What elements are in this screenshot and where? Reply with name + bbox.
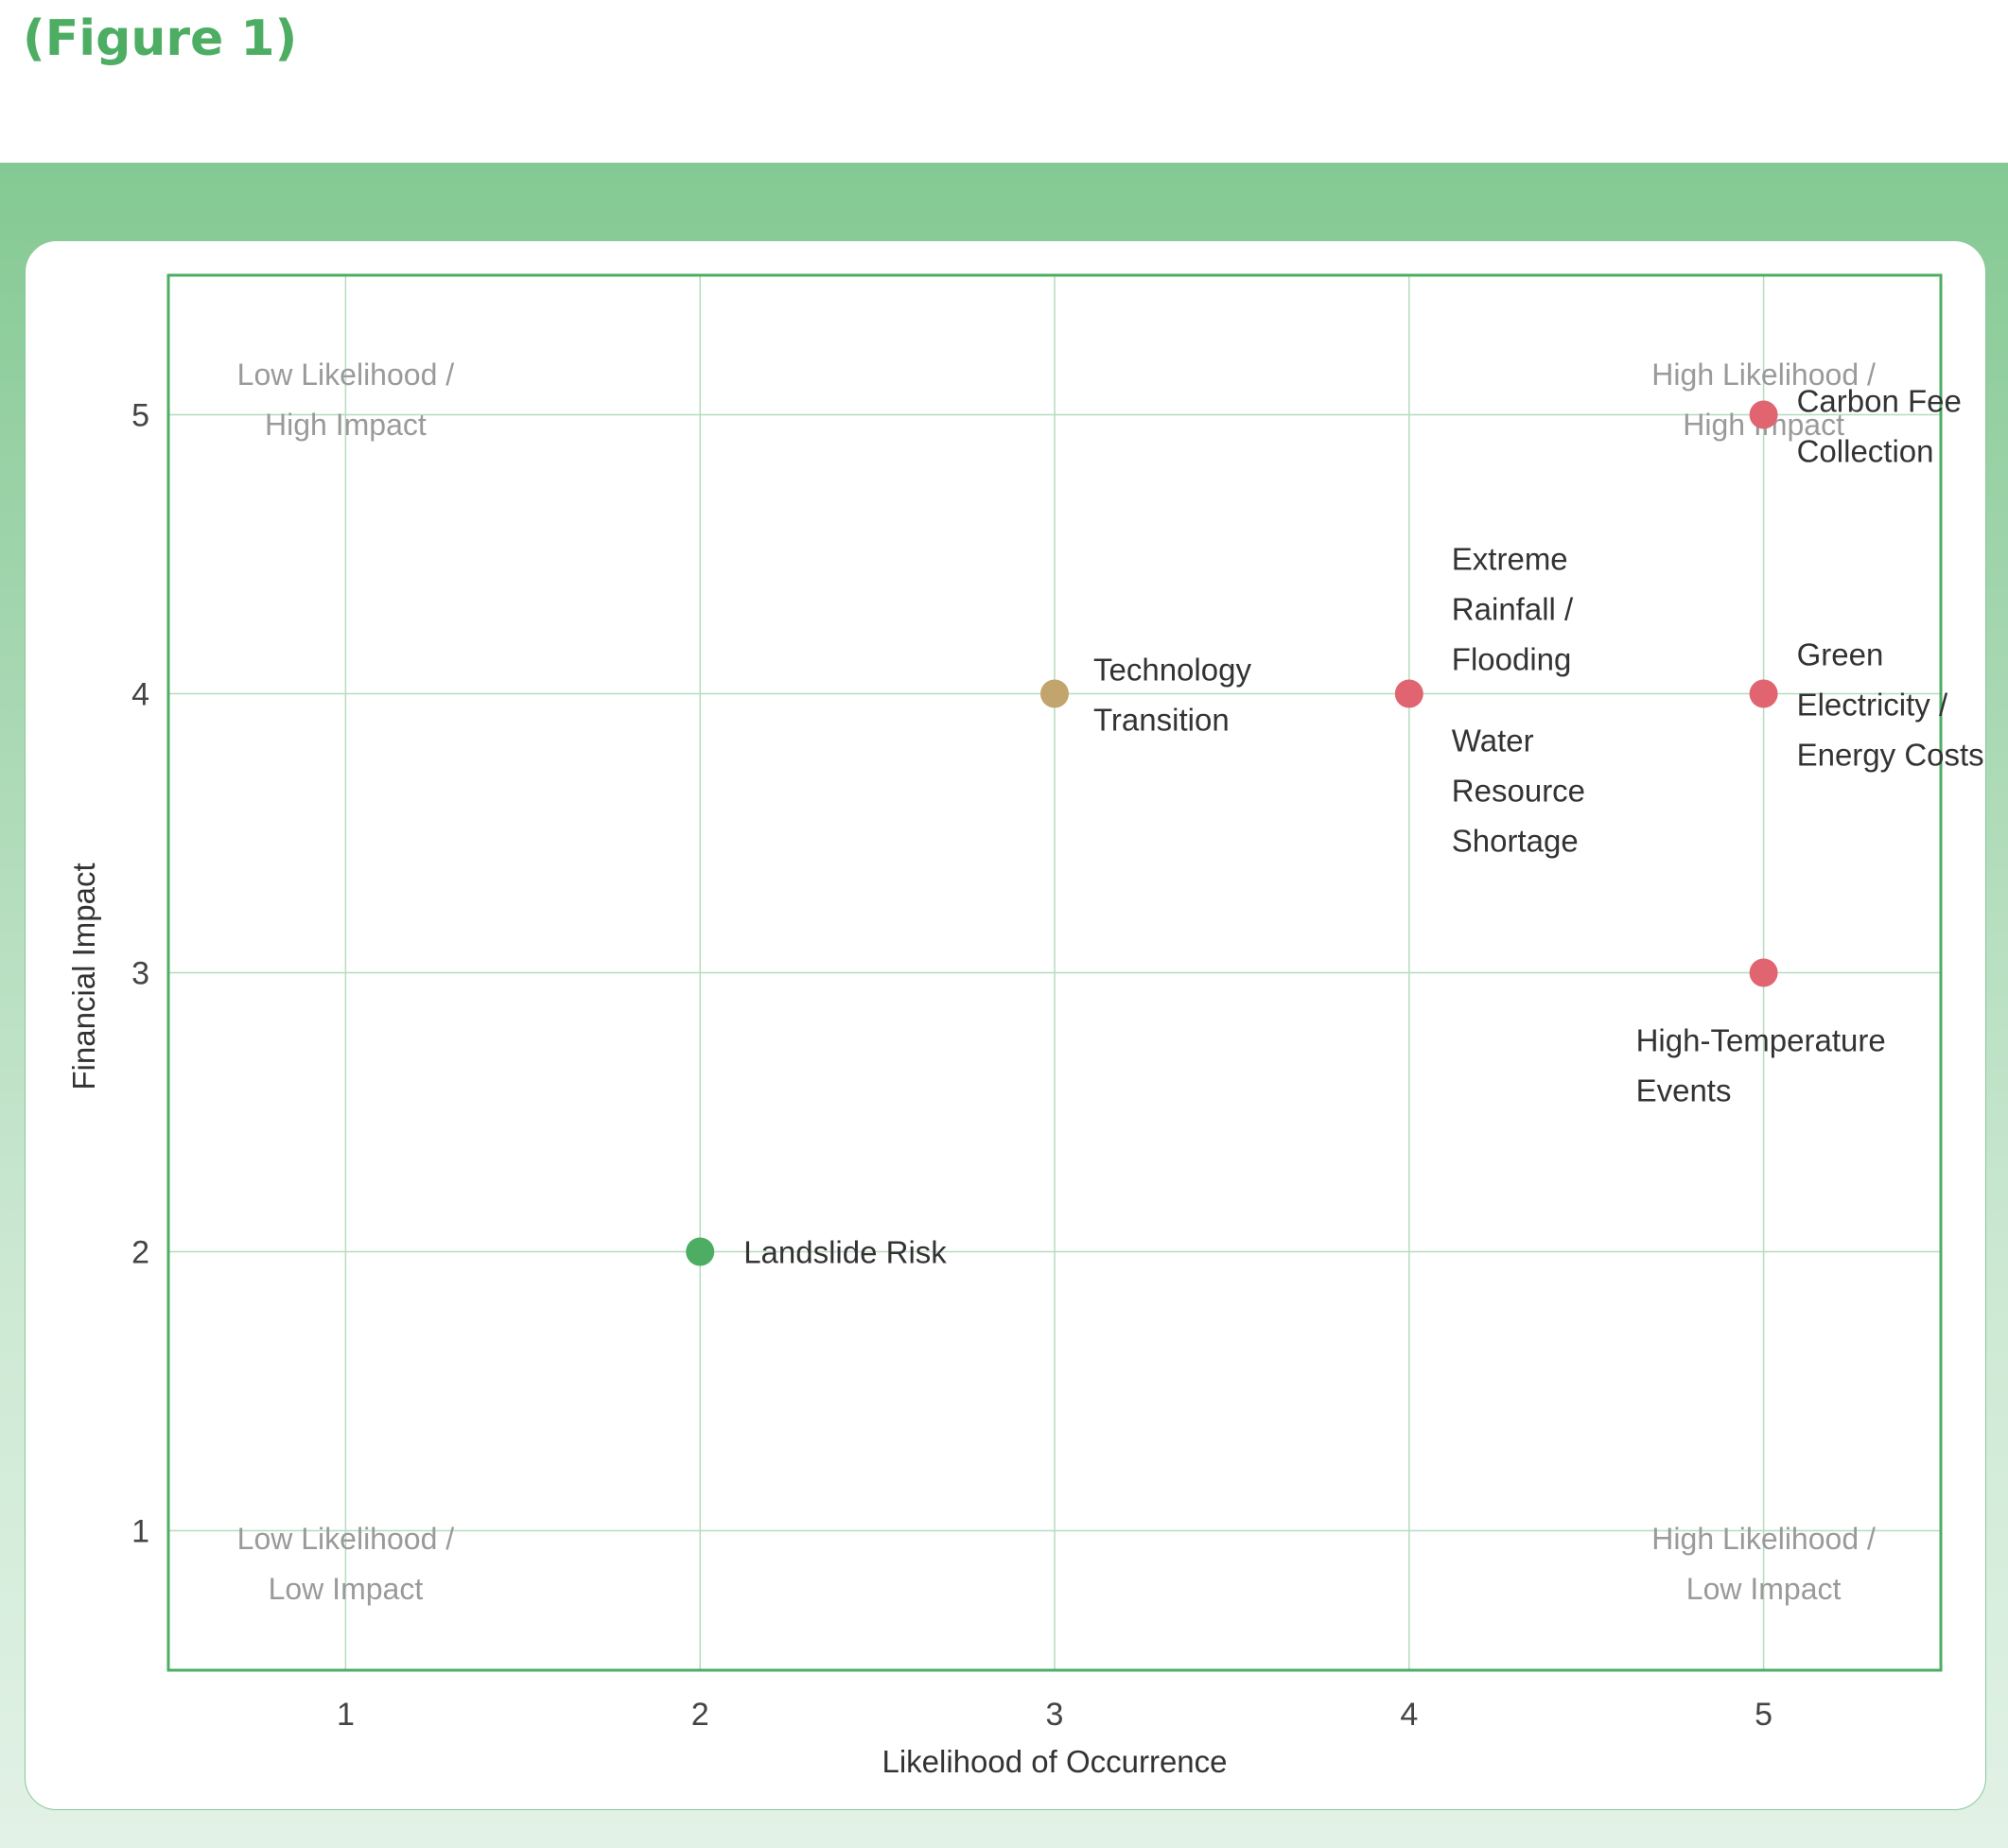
data-point: [686, 1237, 715, 1266]
quadrant-label: High Likelihood / Low Impact: [1651, 1522, 1876, 1606]
figure-title: (Figure 1): [23, 10, 298, 67]
point-label: Green Electricity / Energy Costs: [1797, 637, 1984, 773]
data-point: [1749, 679, 1778, 708]
data-point: [1040, 679, 1069, 708]
x-tick-label: 5: [1755, 1697, 1772, 1733]
point-label: Extreme Rainfall / Flooding: [1452, 542, 1574, 677]
x-tick-label: 4: [1400, 1697, 1418, 1733]
data-point: [1394, 679, 1423, 708]
chart-card: [25, 240, 1986, 1810]
quadrant-labels: Low Likelihood / High Impact High Likeliho…: [237, 357, 1876, 1606]
x-tick-label: 1: [337, 1697, 355, 1733]
x-tick-label: 3: [1046, 1697, 1064, 1733]
point-label: Landslide Risk: [743, 1235, 947, 1270]
x-axis-label: Likelihood of Occurrence: [882, 1744, 1227, 1779]
y-tick-label: 1: [131, 1514, 149, 1550]
quadrant-label: Low Likelihood / Low Impact: [237, 1522, 455, 1606]
data-points: [686, 400, 1778, 1266]
x-tick-label: 2: [691, 1697, 709, 1733]
y-axis-label: Financial Impact: [66, 863, 101, 1090]
tick-labels: 1 2 3 4 5 1 2 3 4 5: [131, 398, 1772, 1734]
y-tick-label: 5: [131, 398, 149, 434]
data-point: [1749, 958, 1778, 987]
point-labels: Carbon Fee Collection Extreme Rainfall / Flo…: [743, 384, 1983, 1270]
point-label: Carbon Fee Collection: [1797, 384, 1962, 469]
y-tick-label: 2: [131, 1235, 149, 1271]
point-label: Technology Transition: [1093, 653, 1251, 738]
quadrant-label: Low Likelihood / High Impact: [237, 357, 455, 442]
point-label: High-Temperature Events: [1636, 1023, 1886, 1108]
y-tick-label: 3: [131, 956, 149, 992]
point-label: Water Resource Shortage: [1452, 724, 1585, 859]
plot-frame: [166, 273, 1943, 1672]
data-point: [1749, 400, 1778, 429]
y-tick-label: 4: [131, 677, 149, 713]
grid-layer: [168, 275, 1941, 1670]
